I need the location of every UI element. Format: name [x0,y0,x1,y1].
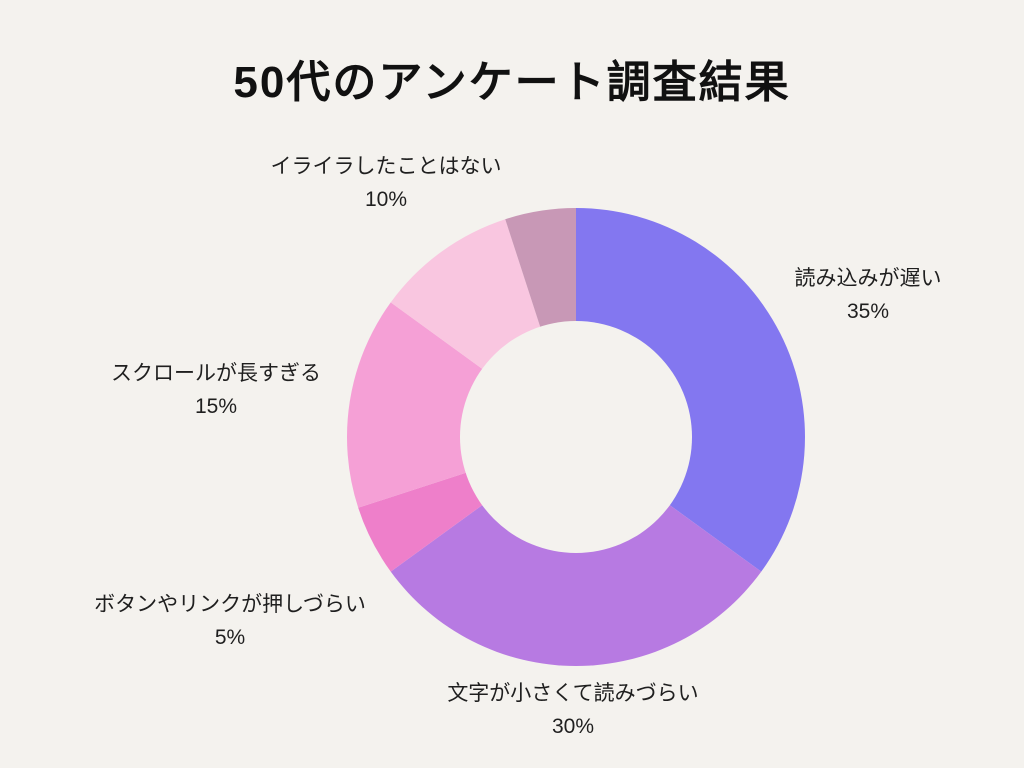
slice-label-long-scroll: スクロールが長すぎる 15% [111,358,321,423]
slice-label-text: ボタンやリンクが押しづらい [94,593,366,616]
slice-label-percent: 30% [551,714,595,738]
slice-label-text: 読み込みが遅い [794,267,942,290]
slice-label-no-frustration: イライラしたことはない 10% [271,151,502,216]
slice-label-slow-loading: 読み込みが遅い 35% [795,263,942,328]
slice-label-hard-to-press: ボタンやリンクが押しづらい 5% [94,589,366,654]
slice-label-percent: 15% [194,394,238,418]
slice-label-percent: 35% [846,299,890,323]
donut-hole [460,321,692,553]
donut-slice-0 [576,208,805,572]
slice-label-percent: 5% [214,625,246,649]
slice-label-percent: 10% [364,187,408,211]
slice-label-small-text: 文字が小さくて読みづらい 30% [447,678,698,743]
slice-label-text: イライラしたことはない [270,155,502,178]
page-title: 50代のアンケート調査結果 [233,58,791,107]
slice-label-text: 文字が小さくて読みづらい [447,682,699,705]
slice-label-text: スクロールが長すぎる [111,362,321,385]
donut-slice-3 [347,302,576,508]
